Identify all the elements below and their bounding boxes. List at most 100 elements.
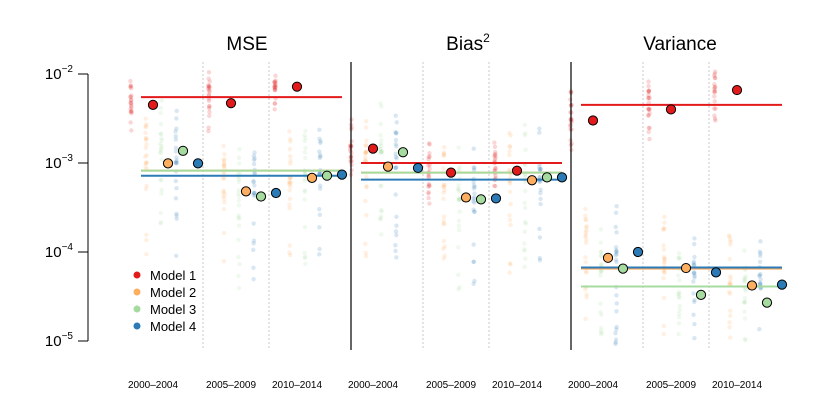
replicate-point bbox=[144, 183, 149, 189]
replicate-point bbox=[599, 253, 604, 258]
replicate-point bbox=[538, 201, 543, 207]
replicate-point bbox=[273, 85, 278, 90]
replicate-point bbox=[614, 248, 619, 253]
replicate-point bbox=[538, 167, 543, 172]
replicate-point bbox=[492, 157, 498, 162]
replicate-point bbox=[318, 154, 323, 159]
replicate-point bbox=[727, 282, 732, 287]
replicate-point bbox=[393, 137, 399, 143]
replicate-point bbox=[206, 70, 212, 75]
replicate-point bbox=[537, 130, 542, 135]
replicate-point bbox=[426, 174, 431, 180]
replicate-point bbox=[457, 197, 462, 202]
replicate-point bbox=[727, 320, 732, 325]
replicate-point bbox=[471, 199, 476, 204]
replicate-point bbox=[236, 179, 242, 184]
legend-marker bbox=[133, 322, 141, 330]
replicate-point bbox=[472, 165, 477, 171]
replicate-point bbox=[692, 273, 697, 279]
replicate-point bbox=[742, 299, 748, 305]
replicate-point bbox=[614, 251, 619, 257]
data-point-model-1 bbox=[367, 143, 379, 154]
panel-title: Bias2 bbox=[446, 31, 490, 55]
replicate-point bbox=[393, 151, 398, 157]
replicate-point bbox=[426, 141, 432, 146]
replicate-point bbox=[236, 177, 242, 182]
replicate-point bbox=[363, 150, 368, 155]
replicate-point bbox=[646, 125, 652, 131]
replicate-point bbox=[273, 81, 278, 86]
replicate-point bbox=[598, 250, 603, 255]
replicate-point bbox=[599, 261, 604, 267]
replicate-point bbox=[742, 300, 747, 305]
replicate-point bbox=[662, 256, 667, 262]
replicate-point bbox=[662, 220, 667, 225]
data-point-model-2 bbox=[162, 158, 174, 169]
replicate-point bbox=[614, 259, 619, 265]
replicate-point bbox=[492, 183, 497, 189]
replicate-point bbox=[493, 149, 498, 155]
replicate-point bbox=[379, 209, 384, 214]
replicate-point bbox=[758, 281, 763, 286]
chart-marks bbox=[141, 81, 788, 308]
replicate-point bbox=[317, 252, 322, 257]
replicate-point bbox=[143, 186, 149, 192]
replicate-point bbox=[712, 82, 717, 87]
replicate-point bbox=[394, 130, 399, 135]
replicate-point bbox=[236, 188, 242, 193]
replicate-point bbox=[598, 332, 604, 337]
replicate-point bbox=[207, 103, 212, 109]
replicate-point bbox=[677, 278, 682, 283]
data-point-model-1 bbox=[225, 98, 237, 109]
replicate-point bbox=[522, 122, 527, 128]
replicate-point bbox=[598, 328, 603, 334]
replicate-point bbox=[441, 152, 447, 158]
replicate-point bbox=[614, 301, 619, 306]
replicate-point bbox=[646, 83, 651, 89]
replicate-point bbox=[427, 201, 432, 206]
replicate-point bbox=[471, 195, 477, 200]
replicate-point bbox=[174, 253, 179, 259]
replicate-point bbox=[251, 153, 257, 159]
replicate-point bbox=[742, 279, 747, 284]
replicate-point bbox=[677, 255, 682, 260]
replicate-point bbox=[471, 186, 477, 191]
replicate-point bbox=[158, 210, 163, 216]
replicate-point bbox=[646, 89, 651, 94]
replicate-point bbox=[661, 295, 667, 301]
replicate-point bbox=[471, 196, 476, 201]
replicate-point bbox=[742, 278, 747, 284]
replicate-point bbox=[457, 189, 462, 194]
replicate-point bbox=[471, 207, 476, 212]
replicate-point bbox=[471, 168, 477, 173]
replicate-point bbox=[252, 170, 257, 176]
replicate-point bbox=[426, 156, 431, 162]
replicate-point bbox=[426, 190, 431, 195]
replicate-point bbox=[441, 184, 446, 189]
replicate-point bbox=[713, 118, 718, 123]
replicate-point bbox=[222, 191, 227, 197]
data-point-model-4 bbox=[270, 187, 282, 199]
replicate-point bbox=[206, 86, 211, 92]
replicate-point bbox=[441, 182, 447, 188]
replicate-point bbox=[144, 161, 149, 166]
replicate-point bbox=[288, 158, 293, 163]
replicate-point bbox=[222, 157, 227, 162]
replicate-point bbox=[456, 223, 462, 228]
replicate-point bbox=[441, 214, 447, 219]
legend-label: Model 4 bbox=[150, 319, 196, 334]
panel-title: Variance bbox=[643, 34, 717, 55]
replicate-point bbox=[727, 291, 733, 296]
data-point-model-1 bbox=[665, 104, 677, 115]
replicate-point bbox=[583, 269, 589, 274]
replicate-point bbox=[144, 237, 149, 243]
replicate-point bbox=[128, 78, 133, 84]
replicate-point bbox=[758, 272, 763, 277]
replicate-point bbox=[272, 101, 278, 106]
replicate-point bbox=[583, 259, 588, 265]
replicate-point bbox=[378, 214, 384, 219]
replicate-point bbox=[583, 240, 589, 245]
replicate-point bbox=[317, 183, 323, 188]
replicate-point bbox=[613, 245, 619, 250]
replicate-point bbox=[507, 152, 512, 158]
